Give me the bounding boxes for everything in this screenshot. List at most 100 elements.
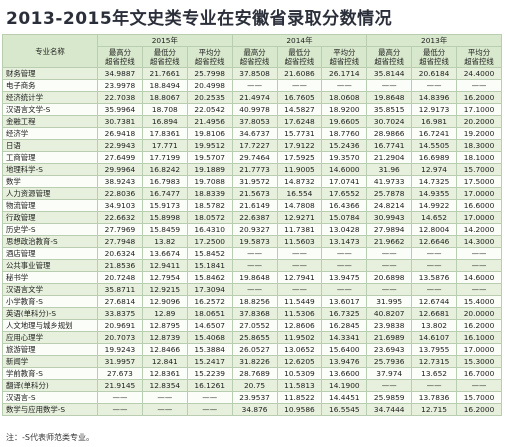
score-cell: 30.9943 [366, 211, 413, 224]
score-cell: 16.981 [411, 115, 457, 128]
score-cell: 13.9475 [321, 271, 368, 284]
score-cell: 20.7073 [97, 331, 143, 344]
score-cell: 34.7444 [366, 403, 413, 416]
score-cell: 27.9894 [366, 223, 413, 236]
score-cell: 22.7038 [97, 91, 143, 104]
major-name: 金融工程 [2, 115, 98, 128]
score-cell: 16.1000 [456, 331, 502, 344]
major-name: 工商管理 [2, 151, 98, 164]
score-cell: 41.9733 [366, 175, 413, 188]
score-cell: 10.9586 [276, 403, 323, 416]
score-cell: 12.974 [411, 163, 457, 176]
score-cell: —— [456, 379, 502, 392]
major-name: 英语(单科分)-S [2, 307, 98, 320]
score-cell: —— [276, 247, 323, 260]
score-cell: —— [456, 79, 502, 92]
score-cell: 19.6605 [321, 115, 368, 128]
score-cell: —— [141, 391, 188, 404]
score-cell: —— [231, 259, 278, 272]
score-cell: 34.876 [231, 403, 278, 416]
score-cell: 19.2000 [456, 127, 502, 140]
major-name: 财务管理 [2, 67, 98, 80]
score-cell: 20.9327 [231, 223, 278, 236]
score-cell: 34.6737 [231, 127, 278, 140]
table-row: 财务管理 34.9887 21.7661 25.7998 37.8508 21.6086 2… [2, 67, 502, 80]
score-cell: 16.7605 [276, 91, 323, 104]
major-name: 秘书学 [2, 271, 98, 284]
score-cell: —— [366, 379, 413, 392]
score-cell: 15.7731 [276, 127, 323, 140]
major-name: 翻译(单科分) [2, 379, 98, 392]
score-cell: 17.7199 [141, 151, 188, 164]
score-cell: 24.8214 [366, 199, 413, 212]
year-header: 2015年 [97, 34, 233, 47]
major-name: 思想政治教育-S [2, 235, 98, 248]
score-cell: 21.4974 [231, 91, 278, 104]
table-row: 历史学-S 27.7969 15.8459 16.4310 20.9327 11.7381… [2, 223, 502, 236]
major-name: 新闻学 [2, 355, 98, 368]
score-cell: 11.9502 [276, 331, 323, 344]
score-cell: 16.6000 [456, 199, 502, 212]
table-row: 汉语言文学 35.8711 12.9215 17.3094 —— —— —— —— —— —— [2, 283, 502, 296]
score-cell: 13.82 [141, 235, 188, 248]
score-cell: 13.6600 [321, 367, 368, 380]
score-cell: —— [321, 259, 368, 272]
score-cell: 18.8067 [141, 91, 188, 104]
score-cell: 27.673 [97, 367, 143, 380]
score-cell: 16.2000 [456, 403, 502, 416]
subcolumn-row: 最高分 超省控线 最低分 超省控线 平均分 超省控线 最高分 超省控线 最低分 超省控线… [3, 46, 502, 68]
score-cell: 20.7248 [97, 271, 143, 284]
score-cell: —— [186, 403, 233, 416]
subcolumn-header: 平均分 超省控线 [456, 46, 502, 68]
score-cell: 14.6107 [411, 331, 457, 344]
table-row: 金融工程 30.7381 16.894 21.4956 37.8053 17.6248 19… [2, 115, 502, 128]
score-cell: —— [411, 247, 457, 260]
score-cell: 12.6744 [411, 295, 457, 308]
score-cell: 15.2436 [321, 139, 368, 152]
score-cell: 34.9103 [97, 199, 143, 212]
score-cell: 21.2904 [366, 151, 413, 164]
score-cell: 19.5873 [231, 235, 278, 248]
score-cell: 17.5925 [276, 151, 323, 164]
score-cell: 18.3000 [456, 139, 502, 152]
score-cell: 12.8606 [276, 319, 323, 332]
score-cell: 23.9537 [231, 391, 278, 404]
score-cell: 17.0000 [456, 187, 502, 200]
score-cell: 12.8361 [141, 367, 188, 380]
score-cell: —— [276, 283, 323, 296]
table-row: 物流管理 34.9103 15.9173 18.5782 21.6149 14.7808 1… [2, 199, 502, 212]
score-cell: 15.8998 [141, 211, 188, 224]
score-cell: 21.7661 [141, 67, 188, 80]
score-cell: 16.6989 [411, 151, 457, 164]
score-cell: 27.7948 [97, 235, 143, 248]
table-row: 新闻学 31.9957 12.841 15.2417 31.8226 12.6205 13.… [2, 355, 502, 368]
score-cell: 20.9691 [97, 319, 143, 332]
score-cell: 14.6507 [186, 319, 233, 332]
score-cell: 13.802 [411, 319, 457, 332]
score-cell: 19.8106 [186, 127, 233, 140]
score-cell: 15.7000 [456, 391, 502, 404]
score-cell: 13.7836 [411, 391, 457, 404]
score-cell: 14.8396 [411, 91, 457, 104]
score-cell: 10.5309 [276, 367, 323, 380]
table-row: 经济学 26.9418 17.8361 19.8106 34.6737 15.7731 18… [2, 127, 502, 140]
major-name: 汉语言-S [2, 391, 98, 404]
table-row: 数学 38.9243 16.7983 19.7088 31.9572 14.8732 17.… [2, 175, 502, 188]
score-cell: 22.0542 [186, 103, 233, 116]
score-cell: 18.0608 [321, 91, 368, 104]
score-cell: 16.554 [276, 187, 323, 200]
score-cell: 19.5707 [186, 151, 233, 164]
score-cell: 15.8462 [186, 271, 233, 284]
score-cell: 20.6898 [366, 271, 413, 284]
table-header: 专业名称 2015年 2014年 2013年 最高分 超省控线 最低分 超省控线 平均分… [2, 34, 502, 68]
score-cell: 22.8036 [97, 187, 143, 200]
score-cell: 12.8466 [141, 343, 188, 356]
score-cell: 25.7878 [366, 187, 413, 200]
score-cell: 12.89 [141, 307, 188, 320]
score-cell: 14.3341 [321, 331, 368, 344]
score-cell: 17.0741 [321, 175, 368, 188]
score-cell: 12.6205 [276, 355, 323, 368]
score-cell: 12.6646 [411, 235, 457, 248]
score-cell: 14.9355 [411, 187, 457, 200]
score-cell: 16.7325 [321, 307, 368, 320]
